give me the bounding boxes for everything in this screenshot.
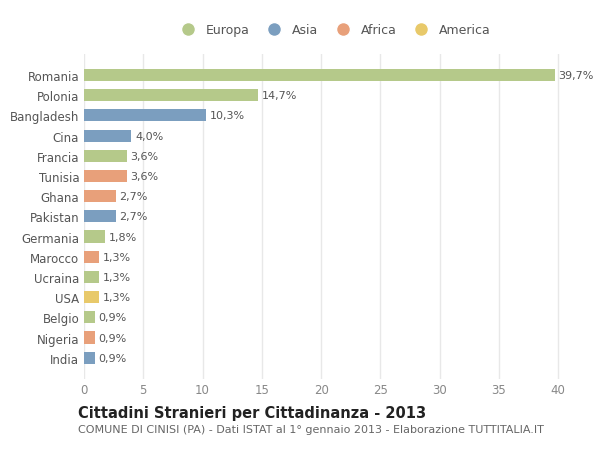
Text: 0,9%: 0,9% (98, 353, 127, 363)
Text: 39,7%: 39,7% (558, 71, 593, 81)
Text: 10,3%: 10,3% (209, 111, 245, 121)
Text: 1,3%: 1,3% (103, 252, 131, 262)
Bar (84, 231, 106, 243)
Text: COMUNE DI CINISI (PA) - Dati ISTAT al 1° gennaio 2013 - Elaborazione TUTTITALIA.: COMUNE DI CINISI (PA) - Dati ISTAT al 1°… (78, 424, 544, 434)
Text: 1,3%: 1,3% (103, 292, 131, 302)
Text: 0,9%: 0,9% (98, 333, 127, 343)
Text: 2,7%: 2,7% (119, 212, 148, 222)
Bar (84, 271, 100, 283)
Text: 14,7%: 14,7% (262, 91, 297, 101)
Bar (84, 70, 555, 82)
Bar (84, 90, 259, 102)
Bar (84, 352, 95, 364)
Bar (84, 312, 95, 324)
Bar (84, 151, 127, 162)
Bar (84, 332, 95, 344)
Bar (84, 190, 116, 203)
Bar (84, 130, 131, 142)
Legend: Europa, Asia, Africa, America: Europa, Asia, Africa, America (170, 19, 496, 42)
Text: 3,6%: 3,6% (130, 151, 158, 162)
Text: Cittadini Stranieri per Cittadinanza - 2013: Cittadini Stranieri per Cittadinanza - 2… (78, 405, 426, 420)
Text: 2,7%: 2,7% (119, 192, 148, 202)
Bar (84, 171, 127, 183)
Text: 1,3%: 1,3% (103, 272, 131, 282)
Text: 3,6%: 3,6% (130, 172, 158, 182)
Bar (84, 251, 100, 263)
Bar (84, 110, 206, 122)
Bar (84, 211, 116, 223)
Bar (84, 291, 100, 303)
Text: 0,9%: 0,9% (98, 313, 127, 323)
Text: 1,8%: 1,8% (109, 232, 137, 242)
Text: 4,0%: 4,0% (135, 131, 163, 141)
